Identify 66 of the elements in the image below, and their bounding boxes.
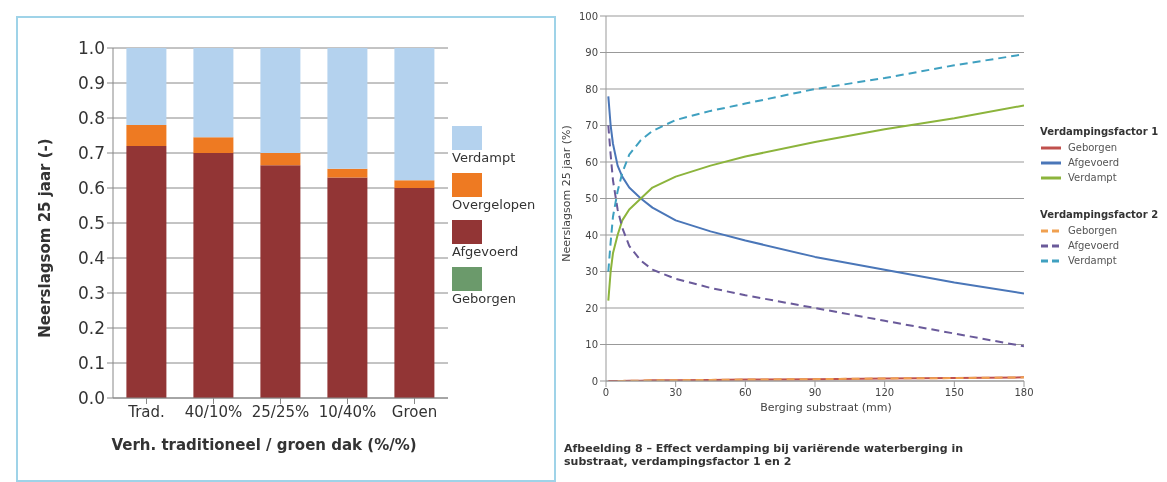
y-tick-label: 90 [585, 47, 598, 59]
y-tick-label: 0.8 [77, 108, 105, 129]
bar [126, 146, 167, 398]
x-tick-label: 30 [669, 387, 683, 399]
bar [193, 153, 234, 398]
y-tick-label: 1.0 [77, 38, 105, 59]
y-axis-title: Neerslagsom 25 jaar (-) [36, 138, 55, 338]
legend-label: Geborgen [452, 291, 517, 306]
x-tick-label: 120 [875, 387, 895, 399]
legend-label: Overgelopen [452, 197, 536, 212]
x-tick-label: 180 [1014, 387, 1034, 399]
y-tick-label: 60 [585, 156, 598, 168]
legend-label: Afgevoerd [1068, 240, 1119, 251]
y-tick-label: 0.2 [77, 318, 105, 339]
bar [260, 153, 301, 166]
y-tick-label: 0.4 [77, 248, 105, 269]
legend-label: Geborgen [1068, 142, 1118, 153]
x-axis-title: Berging substraat (mm) [759, 401, 893, 414]
y-tick-label: 0.9 [77, 73, 105, 94]
bar [394, 180, 435, 188]
bar [327, 48, 368, 169]
x-tick-label: 0 [602, 387, 610, 399]
y-tick-label: 10 [585, 339, 598, 351]
y-tick-label: 40 [585, 229, 598, 241]
legend-label: Verdampt [1068, 172, 1117, 183]
y-tick-label: 30 [585, 266, 598, 278]
text: Verdampingsfactor 2 [1040, 209, 1159, 220]
bar [193, 137, 234, 153]
y-tick-label: 0.5 [77, 213, 105, 234]
bar [260, 48, 301, 153]
x-axis-title: Verh. traditioneel / groen dak (%/%) [110, 436, 418, 454]
y-tick-label: 70 [585, 120, 598, 132]
x-tick-label: 40/10% [184, 402, 243, 421]
x-tick-label: 25/25% [251, 402, 310, 421]
y-axis-title: Neerslagsom 25 jaar (%) [559, 124, 573, 262]
legend-label: Afgevoerd [452, 244, 520, 259]
legend-label: Verdampt [452, 150, 517, 165]
y-tick-label: 50 [585, 193, 598, 205]
bar [327, 177, 368, 398]
x-tick-label: Trad. [127, 402, 165, 421]
text: Verdampingsfactor 1 [1040, 126, 1159, 137]
bar [126, 48, 167, 125]
y-tick-label: 0.7 [77, 143, 105, 164]
bar [394, 48, 435, 181]
y-tick-label: 0.6 [77, 178, 105, 199]
y-tick-label: 0 [591, 375, 598, 387]
y-tick-label: 80 [585, 83, 598, 95]
legend-label: Afgevoerd [1068, 157, 1119, 168]
bar [260, 165, 301, 398]
legend-label: Geborgen [1068, 225, 1118, 236]
y-tick-label: 20 [585, 302, 598, 314]
x-tick-label: 10/40% [318, 402, 377, 421]
y-tick-label: 0.0 [77, 388, 105, 409]
y-tick-label: 100 [578, 10, 598, 22]
bar [126, 125, 167, 146]
y-tick-label: 0.1 [77, 353, 105, 374]
bar [327, 168, 368, 178]
text: Afbeelding 8 – Effect verdamping bij variërende waterberging in substraat, verdampingsfactor 1 en 2 [564, 442, 964, 468]
x-tick-label: 60 [738, 387, 752, 399]
x-tick-label: Groen [391, 402, 438, 421]
bar [394, 188, 435, 398]
x-tick-label: 150 [944, 387, 964, 399]
bar [193, 48, 234, 138]
x-tick-label: 90 [808, 387, 822, 399]
legend-label: Verdampt [1068, 255, 1117, 266]
y-tick-label: 0.3 [77, 283, 105, 304]
